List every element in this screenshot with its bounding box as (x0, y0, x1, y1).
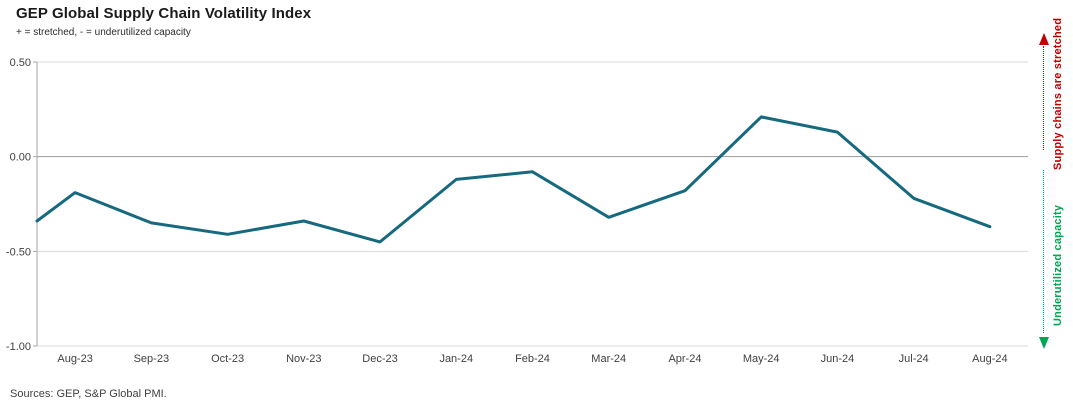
x-axis-label: Jun-24 (821, 353, 855, 365)
index-line (35, 115, 992, 244)
underutilized-arrow-down-icon (1039, 337, 1049, 349)
x-axis-label: Jul-24 (899, 353, 929, 365)
chart-subtitle: + = stretched, - = underutilized capacit… (16, 27, 191, 38)
underutilized-dotted-line (1043, 170, 1044, 333)
chart-source: Sources: GEP, S&P Global PMI. (10, 388, 167, 400)
underutilized-axis-label: Underutilized capacity (1052, 204, 1064, 326)
x-axis-label: Sep-23 (134, 353, 169, 365)
chart-title: GEP Global Supply Chain Volatility Index (16, 5, 312, 22)
y-axis-label: -1.00 (6, 341, 31, 353)
x-axis-label: Feb-24 (515, 353, 550, 365)
y-axis-label: 0.50 (10, 57, 31, 69)
stretched-dotted-line (1043, 46, 1044, 150)
x-axis-label: Aug-23 (57, 353, 92, 365)
x-axis-label: Nov-23 (286, 353, 321, 365)
stretched-arrow-up-icon (1039, 33, 1049, 45)
stretched-axis-label: Supply chains are stretched (1052, 17, 1064, 170)
y-axis-label: -0.50 (6, 246, 31, 258)
x-axis-label: Oct-23 (211, 353, 244, 365)
x-axis-label: Apr-24 (668, 353, 701, 365)
x-axis-label: May-24 (743, 353, 780, 365)
x-axis-label: Mar-24 (591, 353, 626, 365)
x-axis-label: Dec-23 (362, 353, 397, 365)
x-axis-label: Jan-24 (439, 353, 473, 365)
y-axis-label: 0.00 (10, 152, 31, 164)
x-axis-label: Aug-24 (972, 353, 1007, 365)
